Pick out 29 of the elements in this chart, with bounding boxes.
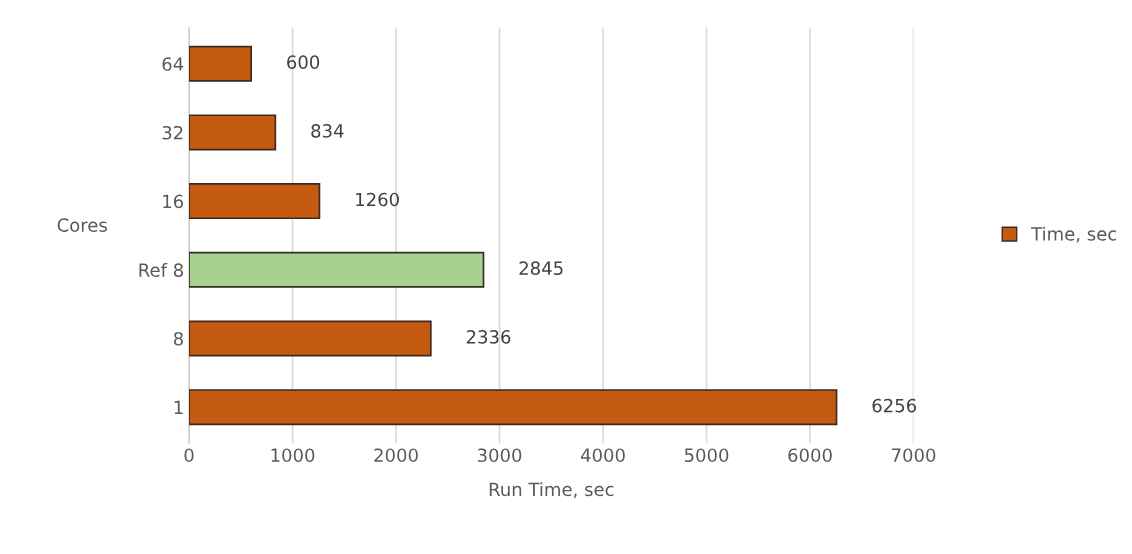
y-axis-title: Cores [57, 218, 107, 232]
legend-label: Time, sec [1031, 226, 1117, 243]
bar [189, 183, 321, 220]
x-tick-label: 5000 [684, 448, 729, 463]
bar [189, 45, 252, 82]
data-label: 2336 [466, 330, 511, 344]
data-label: 600 [287, 55, 320, 69]
y-tick-label: 64 [162, 57, 184, 71]
x-axis-title: Run Time, sec [489, 482, 614, 499]
bar [189, 114, 277, 151]
data-label: 1260 [356, 192, 399, 207]
x-tick-label: 6000 [788, 448, 832, 463]
bar [189, 320, 432, 357]
x-tick-label: 3000 [477, 448, 522, 463]
y-tick-label: 16 [163, 194, 184, 209]
y-tick-label: 8 [173, 331, 183, 346]
y-tick-label: 32 [162, 125, 183, 140]
bar [189, 389, 838, 426]
x-tick-label: 0 [184, 448, 194, 463]
data-label: 6256 [872, 398, 917, 413]
x-tick-label: 4000 [580, 448, 625, 463]
bar [189, 251, 485, 288]
data-label: 834 [311, 124, 344, 138]
y-tick-label: 1 [174, 400, 183, 414]
x-tick-label: 2000 [374, 448, 418, 463]
x-tick-label: 1000 [271, 448, 315, 463]
y-tick-label: Ref 8 [139, 262, 183, 277]
data-label: 2845 [519, 261, 563, 276]
x-tick-label: 7000 [892, 448, 936, 463]
